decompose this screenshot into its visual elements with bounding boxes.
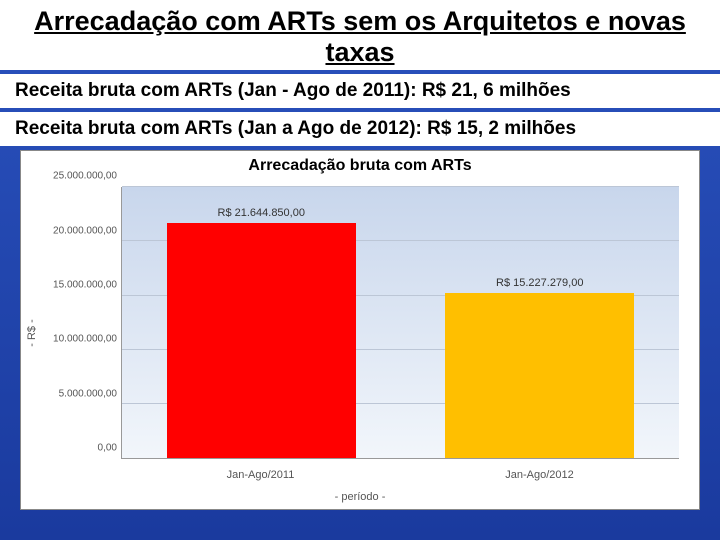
y-tick-label: 15.000.000,00: [53, 279, 117, 290]
bar: R$ 15.227.279,00: [445, 293, 634, 458]
y-tick-label: 10.000.000,00: [53, 334, 117, 345]
page-title: Arrecadação com ARTs sem os Arquitetos e…: [20, 6, 700, 68]
y-tick-label: 0,00: [98, 443, 117, 454]
plot: R$ 21.644.850,00 R$ 15.227.279,00 Jan-Ago…: [121, 177, 679, 489]
title-box: Arrecadação com ARTs sem os Arquitetos e…: [0, 0, 720, 70]
revenue-line-2012: Receita bruta com ARTs (Jan a Ago de 201…: [0, 112, 720, 146]
x-tick-label: Jan-Ago/2011: [227, 469, 295, 481]
y-tick-label: 5.000.000,00: [59, 388, 117, 399]
y-axis-label: - R$ -: [26, 319, 38, 347]
chart-title: Arrecadação bruta com ARTs: [21, 151, 699, 177]
slide: Arrecadação com ARTs sem os Arquitetos e…: [0, 0, 720, 540]
chart-wrap: Arrecadação bruta com ARTs - R$ - 0,00 5.…: [0, 146, 720, 540]
plot-area: R$ 21.644.850,00 R$ 15.227.279,00: [121, 187, 679, 459]
bar-value-label: R$ 15.227.279,00: [496, 277, 583, 289]
y-tick-label: 20.000.000,00: [53, 225, 117, 236]
bar: R$ 21.644.850,00: [167, 223, 356, 458]
bar-value-label: R$ 21.644.850,00: [218, 207, 305, 219]
x-axis-label: - período -: [21, 489, 699, 509]
chart-body: - R$ - 0,00 5.000.000,00 10.000.000,00 15.0…: [21, 177, 699, 489]
revenue-line-2011: Receita bruta com ARTs (Jan - Ago de 201…: [0, 74, 720, 108]
chart-card: Arrecadação bruta com ARTs - R$ - 0,00 5.…: [20, 150, 700, 510]
y-tick-label: 25.000.000,00: [53, 171, 117, 182]
y-tick-column: 0,00 5.000.000,00 10.000.000,00 15.000.000,…: [43, 177, 121, 489]
x-tick-label: Jan-Ago/2012: [505, 469, 574, 481]
gridline: [122, 186, 679, 187]
y-axis-label-wrap: - R$ -: [21, 177, 43, 489]
